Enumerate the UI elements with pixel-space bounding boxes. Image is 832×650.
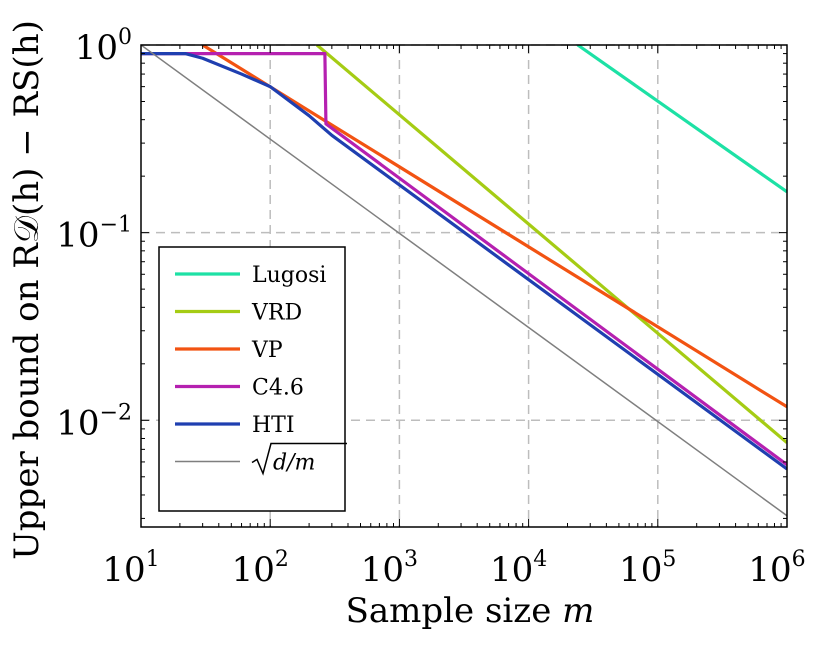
x-axis-label: Sample size m [346, 591, 595, 631]
x-tick-label: 102 [232, 547, 289, 590]
legend-label: VRD [251, 301, 302, 326]
series-line-lugosi [576, 45, 787, 194]
series-line-hti [141, 51, 787, 471]
y-axis-label: Upper bound on R𝒟(h) − RS(h) [7, 20, 47, 560]
y-tick-labels: 100 10−1 10−2 [56, 25, 132, 443]
legend-label: Lugosi [252, 263, 326, 288]
x-tick-label: 103 [361, 547, 418, 590]
series-line-vrd [315, 45, 787, 444]
series-line-vp [201, 45, 787, 409]
y-tick-label: 10−1 [56, 213, 132, 256]
tick-marks [140, 44, 788, 527]
legend-label: VP [251, 338, 283, 363]
legend: Lugosi VRD VP C4.6 HTI d/m√(d/m) [158, 246, 347, 512]
legend-label: HTI [252, 413, 295, 438]
legend-label: C4.6 [252, 376, 304, 401]
legend-box [158, 246, 346, 512]
legend-entry-sqrt: d/m√(d/m) [251, 442, 347, 476]
plot-frame [140, 44, 788, 528]
x-tick-label: 104 [490, 547, 547, 590]
x-tick-labels: 101 102 103 104 105 106 [102, 547, 805, 590]
series-group [141, 45, 787, 517]
series-line-c46 [141, 51, 787, 466]
radical-sign [251, 442, 347, 476]
y-tick-label: 100 [75, 25, 132, 68]
legend-label: d/m [273, 451, 315, 476]
x-tick-label: 106 [748, 547, 805, 590]
x-tick-label: 101 [102, 547, 159, 590]
x-tick-label: 105 [619, 547, 676, 590]
y-tick-label: 10−2 [56, 400, 132, 443]
series-line-dm [141, 45, 787, 517]
